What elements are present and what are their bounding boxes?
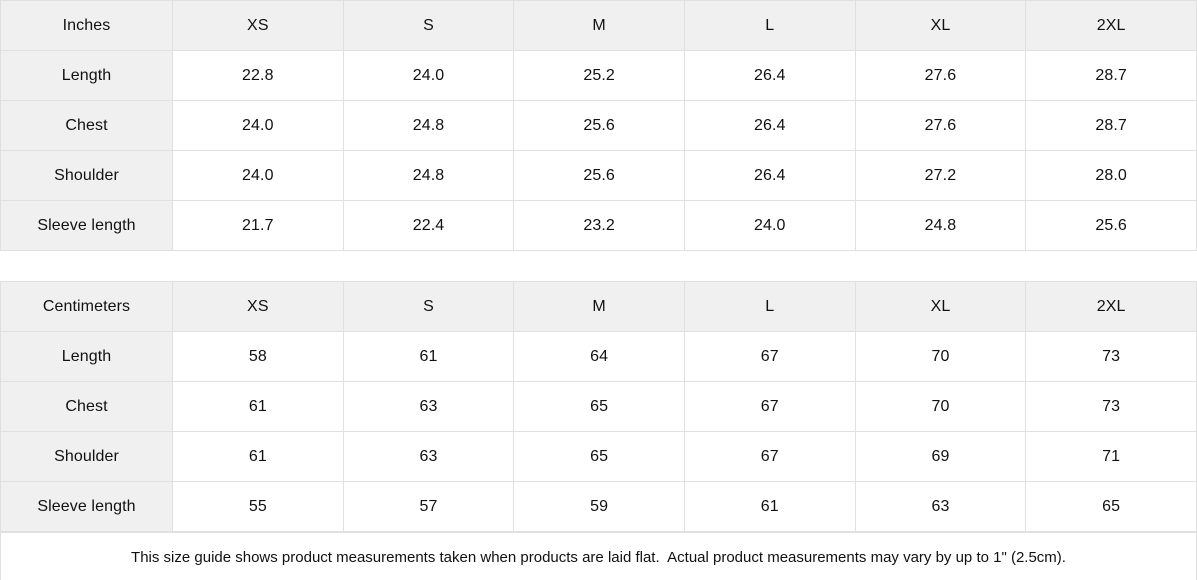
- size-col-m: M: [513, 0, 685, 51]
- size-col-s: S: [342, 281, 515, 332]
- unit-header-centimeters: Centimeters: [0, 281, 173, 332]
- cell-value: 26.4: [683, 100, 856, 151]
- cell-value: 61: [342, 331, 515, 382]
- cell-value: 24.0: [342, 50, 515, 101]
- cell-value: 25.6: [1025, 200, 1197, 251]
- size-col-l: L: [683, 281, 856, 332]
- cell-value: 25.2: [513, 50, 685, 101]
- cell-value: 55: [172, 481, 344, 532]
- table-row-chest-in: Chest 24.0 24.8 25.6 26.4 27.6 28.7: [0, 100, 1197, 151]
- cell-value: 22.4: [342, 200, 515, 251]
- size-col-2xl: 2XL: [1025, 0, 1197, 51]
- cell-value: 27.2: [854, 150, 1027, 201]
- centimeters-table: Centimeters XS S M L XL 2XL Length 58 61…: [0, 281, 1197, 532]
- cell-value: 23.2: [513, 200, 685, 251]
- cell-value: 71: [1025, 431, 1197, 482]
- cell-value: 65: [513, 381, 685, 432]
- cell-value: 67: [683, 331, 856, 382]
- row-label: Sleeve length: [0, 481, 173, 532]
- row-label: Length: [0, 331, 173, 382]
- cell-value: 27.6: [854, 50, 1027, 101]
- table-row-shoulder-cm: Shoulder 61 63 65 67 69 71: [0, 431, 1197, 482]
- size-col-m: M: [513, 281, 685, 332]
- row-label: Sleeve length: [0, 200, 173, 251]
- cell-value: 67: [683, 431, 856, 482]
- size-col-xs: XS: [172, 281, 344, 332]
- cell-value: 24.8: [342, 100, 515, 151]
- cell-value: 24.8: [342, 150, 515, 201]
- cell-value: 22.8: [172, 50, 344, 101]
- cell-value: 73: [1025, 381, 1197, 432]
- cell-value: 24.0: [683, 200, 856, 251]
- cell-value: 28.7: [1025, 100, 1197, 151]
- cell-value: 21.7: [172, 200, 344, 251]
- size-col-s: S: [342, 0, 515, 51]
- cell-value: 61: [683, 481, 856, 532]
- cell-value: 24.0: [172, 100, 344, 151]
- centimeters-header-row: Centimeters XS S M L XL 2XL: [0, 281, 1197, 332]
- cell-value: 26.4: [683, 150, 856, 201]
- table-row-sleeve-cm: Sleeve length 55 57 59 61 63 65: [0, 481, 1197, 532]
- cell-value: 57: [342, 481, 515, 532]
- cell-value: 61: [172, 381, 344, 432]
- cell-value: 61: [172, 431, 344, 482]
- cell-value: 63: [342, 381, 515, 432]
- cell-value: 24.8: [854, 200, 1027, 251]
- cell-value: 70: [854, 331, 1027, 382]
- cell-value: 28.7: [1025, 50, 1197, 101]
- row-label: Chest: [0, 381, 173, 432]
- row-label: Shoulder: [0, 431, 173, 482]
- table-row-length-cm: Length 58 61 64 67 70 73: [0, 331, 1197, 382]
- cell-value: 25.6: [513, 150, 685, 201]
- cell-value: 67: [683, 381, 856, 432]
- cell-value: 73: [1025, 331, 1197, 382]
- size-col-l: L: [683, 0, 856, 51]
- cell-value: 70: [854, 381, 1027, 432]
- row-label: Shoulder: [0, 150, 173, 201]
- size-col-2xl: 2XL: [1025, 281, 1197, 332]
- cell-value: 63: [342, 431, 515, 482]
- inches-header-row: Inches XS S M L XL 2XL: [0, 0, 1197, 51]
- cell-value: 69: [854, 431, 1027, 482]
- cell-value: 24.0: [172, 150, 344, 201]
- row-label: Chest: [0, 100, 173, 151]
- table-row-chest-cm: Chest 61 63 65 67 70 73: [0, 381, 1197, 432]
- table-row-shoulder-in: Shoulder 24.0 24.8 25.6 26.4 27.2 28.0: [0, 150, 1197, 201]
- table-spacer: [0, 251, 1197, 281]
- cell-value: 63: [854, 481, 1027, 532]
- size-col-xs: XS: [172, 0, 344, 51]
- size-guide-note: This size guide shows product measuremen…: [0, 532, 1197, 580]
- cell-value: 58: [172, 331, 344, 382]
- inches-table: Inches XS S M L XL 2XL Length 22.8 24.0 …: [0, 0, 1197, 251]
- cell-value: 27.6: [854, 100, 1027, 151]
- cell-value: 64: [513, 331, 685, 382]
- cell-value: 28.0: [1025, 150, 1197, 201]
- table-row-length-in: Length 22.8 24.0 25.2 26.4 27.6 28.7: [0, 50, 1197, 101]
- size-col-xl: XL: [854, 0, 1027, 51]
- cell-value: 25.6: [513, 100, 685, 151]
- cell-value: 65: [513, 431, 685, 482]
- cell-value: 65: [1025, 481, 1197, 532]
- row-label: Length: [0, 50, 173, 101]
- cell-value: 26.4: [683, 50, 856, 101]
- size-col-xl: XL: [854, 281, 1027, 332]
- cell-value: 59: [513, 481, 685, 532]
- unit-header-inches: Inches: [0, 0, 173, 51]
- table-row-sleeve-in: Sleeve length 21.7 22.4 23.2 24.0 24.8 2…: [0, 200, 1197, 251]
